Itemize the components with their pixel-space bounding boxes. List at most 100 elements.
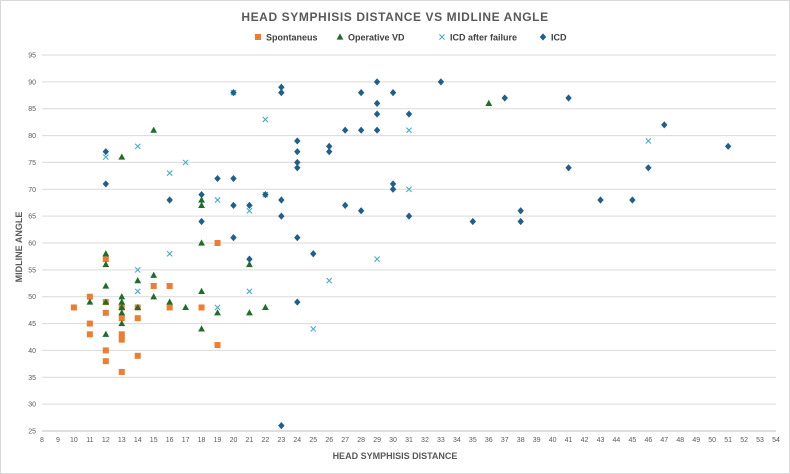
x-tick-label: 31	[405, 437, 413, 444]
x-tick-label: 29	[373, 437, 381, 444]
data-point	[661, 121, 668, 129]
data-point	[118, 368, 125, 375]
data-point	[198, 325, 205, 332]
y-tick-label: 30	[28, 402, 36, 409]
x-tick-label: 13	[118, 437, 126, 444]
data-point	[246, 309, 253, 316]
data-point	[230, 89, 237, 97]
data-point	[102, 148, 110, 156]
x-tick-label: 17	[182, 437, 190, 444]
data-point	[198, 239, 205, 246]
legend-marker	[439, 34, 445, 40]
data-point	[597, 196, 604, 204]
x-tick-label: 40	[549, 437, 557, 444]
data-point	[326, 148, 333, 156]
data-point	[230, 201, 237, 209]
x-tick-label: 46	[644, 437, 652, 444]
data-point	[326, 142, 333, 150]
data-point	[166, 298, 174, 305]
data-point	[406, 127, 412, 134]
data-point	[198, 196, 205, 203]
x-tick-label: 23	[277, 437, 285, 444]
data-point	[166, 250, 173, 257]
x-tick-label: 37	[501, 437, 509, 444]
data-point	[198, 191, 205, 199]
data-point	[102, 358, 109, 365]
x-tick-label: 41	[565, 437, 573, 444]
data-point	[261, 303, 269, 311]
x-tick-label: 24	[293, 437, 301, 444]
data-point	[86, 331, 93, 338]
data-point	[262, 116, 269, 123]
x-tick-label: 22	[261, 437, 269, 444]
y-tick-label: 60	[28, 241, 36, 248]
x-tick-label: 27	[341, 437, 349, 444]
data-point	[246, 201, 253, 209]
data-point	[134, 303, 142, 311]
data-point	[198, 304, 205, 311]
y-tick-label: 35	[28, 375, 36, 382]
data-point	[118, 336, 125, 343]
x-tick-label: 45	[628, 437, 636, 444]
data-point	[278, 89, 285, 97]
legend-label: Operative VD	[348, 33, 405, 43]
data-point	[405, 110, 413, 118]
x-tick-label: 38	[517, 437, 525, 444]
y-tick-label: 50	[28, 294, 36, 301]
data-point	[118, 331, 125, 338]
data-point	[278, 196, 285, 204]
x-tick-label: 8	[40, 437, 44, 444]
data-point	[102, 347, 109, 354]
data-point	[198, 287, 205, 294]
data-point	[102, 180, 110, 188]
data-point	[565, 164, 572, 172]
data-point	[310, 325, 317, 332]
x-tick-label: 15	[150, 437, 158, 444]
data-point	[341, 126, 349, 134]
x-tick-label: 32	[421, 437, 429, 444]
data-point	[341, 201, 349, 209]
legend-label: ICD after failure	[450, 33, 517, 43]
x-tick-label: 25	[309, 437, 317, 444]
data-point	[70, 304, 77, 311]
x-tick-label: 51	[724, 437, 732, 444]
data-point	[373, 110, 381, 118]
data-point	[294, 148, 301, 156]
x-tick-label: 16	[166, 437, 174, 444]
data-point	[118, 319, 126, 327]
data-point	[310, 250, 317, 258]
data-point	[357, 89, 365, 97]
data-point	[214, 174, 221, 183]
data-point	[230, 174, 237, 183]
x-tick-label: 54	[772, 437, 780, 444]
data-point	[326, 277, 333, 284]
data-point	[357, 207, 365, 215]
data-point	[357, 126, 365, 134]
x-tick-label: 20	[230, 437, 238, 444]
y-tick-label: 65	[28, 214, 36, 221]
data-point	[102, 154, 109, 161]
data-point	[198, 201, 205, 208]
data-point	[373, 78, 381, 86]
data-point	[102, 282, 110, 289]
data-point	[86, 320, 93, 327]
x-tick-label: 48	[676, 437, 684, 444]
series-icd-after-failure	[102, 89, 652, 332]
data-point	[134, 266, 141, 273]
x-tick-label: 18	[198, 437, 206, 444]
data-point	[373, 99, 381, 107]
data-point	[246, 260, 253, 268]
x-axis-ticks: 8 9 10 11 12 13 14 15 16 17 18 19 20 21 22 23 24 25 26 27 28…	[40, 437, 780, 444]
data-point	[102, 256, 109, 263]
data-point	[565, 94, 572, 102]
data-point	[246, 255, 253, 263]
data-point	[262, 191, 269, 199]
y-tick-label: 25	[28, 429, 36, 436]
data-point	[118, 153, 126, 160]
y-tick-label: 40	[28, 348, 36, 355]
data-point	[134, 352, 141, 359]
x-tick-label: 35	[469, 437, 477, 444]
y-tick-label: 90	[28, 79, 36, 86]
y-tick-label: 70	[28, 187, 36, 194]
